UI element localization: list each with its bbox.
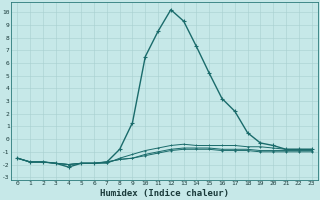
X-axis label: Humidex (Indice chaleur): Humidex (Indice chaleur) xyxy=(100,189,229,198)
